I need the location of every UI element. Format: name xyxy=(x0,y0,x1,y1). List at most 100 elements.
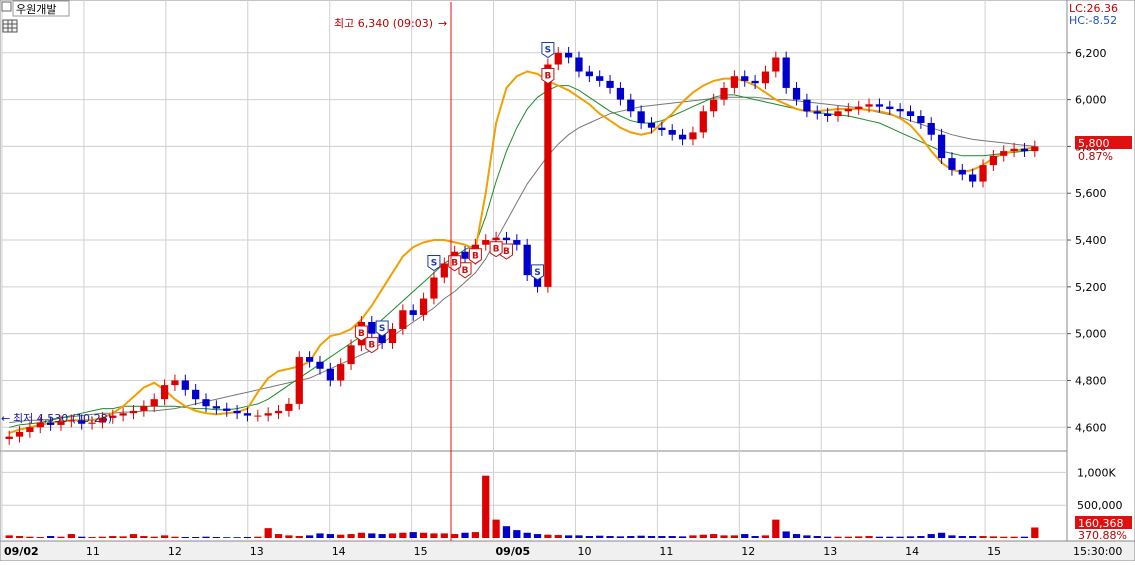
candle-body xyxy=(813,111,821,114)
candle-body xyxy=(233,410,241,414)
volume-tick-label: 1,000K xyxy=(1077,466,1116,479)
candle-body xyxy=(544,64,552,287)
candle-body xyxy=(129,410,138,414)
candle-body xyxy=(388,328,397,344)
volume-bar xyxy=(823,536,832,538)
candle-body xyxy=(606,80,614,88)
volume-bar xyxy=(502,526,511,538)
table-grid-icon[interactable] xyxy=(2,19,18,33)
candle-body xyxy=(440,263,448,278)
candle-body xyxy=(741,76,749,81)
signal-label: B xyxy=(503,247,510,257)
volume-bar xyxy=(523,532,531,538)
volume-bar xyxy=(368,533,376,538)
volume-bar xyxy=(616,536,625,538)
signal-label: B xyxy=(358,329,365,339)
candle-body xyxy=(575,57,583,72)
volume-bar xyxy=(181,537,189,538)
ma-short-line xyxy=(8,70,1035,435)
price-tick-label: 6,000 xyxy=(1075,94,1107,107)
candle-body xyxy=(585,71,593,77)
volume-bar xyxy=(637,535,645,538)
checkbox-icon[interactable] xyxy=(1,1,12,12)
volume-bar xyxy=(720,535,728,538)
candle-body xyxy=(823,113,832,116)
candle-body xyxy=(243,413,252,416)
volume-bar xyxy=(295,536,303,538)
volume-bar xyxy=(886,536,894,538)
candle-body xyxy=(88,422,96,424)
volume-bar xyxy=(326,534,334,538)
candle-body xyxy=(969,174,977,182)
candle-body xyxy=(160,385,169,400)
candle-body xyxy=(927,123,935,135)
price-tick-label: 5,400 xyxy=(1075,234,1107,247)
candle-body xyxy=(67,420,75,422)
volume-bar xyxy=(337,534,345,538)
volume-ratio: 370.88% xyxy=(1078,529,1127,542)
signal-label: S xyxy=(379,324,385,334)
candle-body xyxy=(782,57,790,88)
volume-bar xyxy=(212,537,221,538)
volume-bar xyxy=(264,528,272,538)
candle-body xyxy=(533,275,542,287)
candle-body xyxy=(192,389,200,400)
candle-body xyxy=(937,134,946,159)
candle-body xyxy=(368,321,376,334)
candle-body xyxy=(751,80,759,84)
signal-shape xyxy=(541,42,555,59)
candle-body xyxy=(710,99,718,112)
volume-bar xyxy=(482,475,490,538)
candle-body xyxy=(399,310,407,329)
current-change: 0.87% xyxy=(1078,150,1113,163)
candle-body xyxy=(46,422,55,425)
volume-bar xyxy=(399,532,407,538)
current-volume-badge xyxy=(1075,516,1132,529)
price-panel[interactable] xyxy=(0,0,1068,452)
signal-shape xyxy=(489,241,503,258)
signal-shape xyxy=(427,254,441,272)
candle-body xyxy=(596,76,604,81)
volume-axis-ticks: 500,000 1,000K xyxy=(1077,466,1123,512)
volume-bar xyxy=(67,534,75,538)
volume-bar xyxy=(813,536,821,538)
price-axis-panel xyxy=(1066,0,1135,542)
signal-shape xyxy=(541,68,555,85)
volume-bar xyxy=(772,519,780,538)
volume-bar xyxy=(243,537,252,538)
signal-label: S xyxy=(534,268,540,278)
candle-body xyxy=(419,298,428,315)
lc-indicator: LC:26.36 xyxy=(1069,2,1118,15)
signal-label: B xyxy=(462,266,469,276)
signal-label: B xyxy=(544,72,551,82)
volume-bar xyxy=(98,536,107,538)
candle-body xyxy=(886,106,894,109)
buy-signal-icon: B xyxy=(541,68,555,85)
candle-body xyxy=(637,111,645,124)
high-arrow-icon: → xyxy=(438,17,447,30)
volume-bar xyxy=(730,535,739,538)
candle-body xyxy=(513,240,521,245)
signal-shape xyxy=(458,262,472,279)
current-price-badge xyxy=(1075,136,1132,149)
volume-bar xyxy=(627,536,635,538)
stock-name-box[interactable] xyxy=(12,0,70,17)
volume-bar xyxy=(160,535,169,538)
high-annotation: 최고 6,340 (09:03) xyxy=(334,17,433,30)
candle-body xyxy=(305,357,314,362)
volume-bar xyxy=(274,534,283,538)
candle-body xyxy=(140,406,148,411)
volume-panel[interactable] xyxy=(0,450,1068,542)
volume-bar xyxy=(451,534,459,538)
signal-label: B xyxy=(451,259,458,269)
price-tick-label: 5,200 xyxy=(1075,281,1107,294)
volume-bar xyxy=(792,534,801,538)
volume-bar xyxy=(834,536,842,538)
signal-label: S xyxy=(545,46,551,56)
volume-bar xyxy=(937,532,946,538)
volume-bar xyxy=(46,536,55,538)
candle-body xyxy=(316,361,324,369)
